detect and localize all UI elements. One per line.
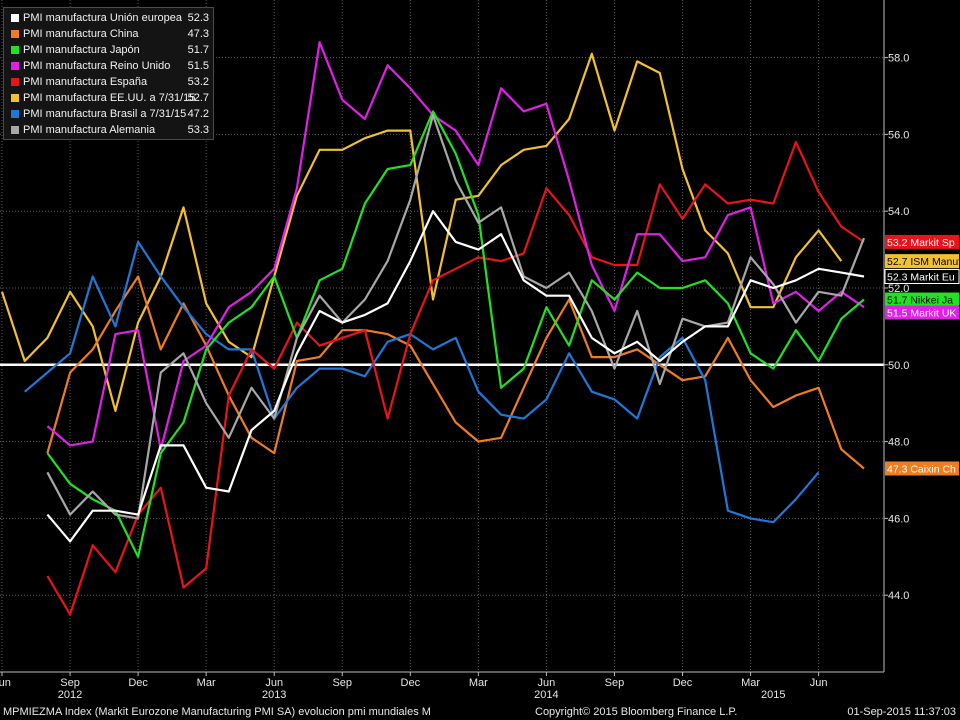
x-month-label: Dec [401, 677, 421, 689]
end-tag-box-5 [885, 461, 959, 476]
chart-axes: 44.0 46.0 48.0 50.0 52.0 54.0 56.0 58.0 Jun Sep De… [0, 0, 909, 701]
legend-item: PMI manufactura Japón 51.7 [4, 42, 213, 58]
y-tick-label: 46.0 [888, 513, 909, 525]
legend-series-name: PMI manufactura Reino Unido [23, 60, 171, 72]
series-line-2 [23, 240, 820, 524]
y-tick-label: 52.0 [888, 283, 909, 295]
legend-series-name: PMI manufactura Unión europea [23, 12, 182, 24]
y-tick-label: 56.0 [888, 129, 909, 141]
x-month-label: Dec [673, 677, 693, 689]
y-tick-label: 48.0 [888, 437, 909, 449]
legend-item: PMI manufactura Alemania 53.3 [4, 122, 213, 138]
legend-series-last-value: 47.2 [187, 108, 209, 120]
legend-item: PMI manufactura EE.UU. a 7/31/15 52.7 [4, 90, 213, 106]
x-month-label: Jun [265, 677, 283, 689]
x-month-label: Jun [538, 677, 556, 689]
end-tag-label-3: 51.7 Nikkei Ja [887, 295, 953, 307]
end-tag-box-3 [885, 292, 959, 307]
legend-series-last-value: 47.3 [187, 28, 209, 40]
x-month-label: Sep [332, 677, 352, 689]
x-month-label: Dec [128, 677, 148, 689]
legend-swatch [11, 62, 19, 70]
series-line-7 [46, 210, 865, 543]
x-month-label: Sep [605, 677, 625, 689]
legend-swatch [11, 30, 19, 38]
legend-series-last-value: 53.3 [187, 124, 209, 136]
legend-series-name: PMI manufactura Japón [23, 44, 140, 56]
legend-swatch [11, 94, 19, 102]
y-tick-label: 44.0 [888, 590, 909, 602]
legend-swatch [11, 46, 19, 54]
series-end-tags: 53.2 Markit Sp 52.7 ISM Manuf 52.3 Markit … [884, 234, 960, 476]
legend-series-name: PMI manufactura España [23, 76, 148, 88]
series-line-5 [46, 110, 865, 558]
plot-area [0, 41, 884, 616]
legend-series-name: PMI manufactura EE.UU. a 7/31/15 [23, 92, 196, 104]
legend-swatch [11, 126, 19, 134]
legend-series-last-value: 51.5 [187, 60, 209, 72]
series-line-3 [46, 141, 865, 616]
legend-swatch [11, 78, 19, 86]
end-tag-label-4: 51.5 Markit UK [887, 308, 956, 320]
end-tag-box-0 [885, 234, 959, 249]
legend-item: PMI manufactura China 47.3 [4, 26, 213, 42]
y-tick-label: 58.0 [888, 53, 909, 65]
legend-swatch [11, 110, 19, 118]
legend-series-last-value: 52.7 [187, 92, 209, 104]
series-line-6 [46, 114, 866, 520]
legend-series-name: PMI manufactura Brasil a 7/31/15 [23, 108, 187, 120]
x-month-label: Mar [469, 677, 488, 689]
end-tag-label-2: 52.3 Markit Eu [887, 271, 955, 283]
end-tag-box-4 [885, 305, 959, 320]
x-month-label: Mar [741, 677, 760, 689]
end-tag-label-1: 52.7 ISM Manuf [887, 256, 960, 268]
x-year-label: 2012 [58, 689, 82, 701]
x-month-label: Jun [810, 677, 828, 689]
end-tag-label-5: 47.3 Caixin Ch [887, 463, 956, 475]
x-month-label: Jun [0, 677, 11, 689]
legend-series-last-value: 51.7 [187, 44, 209, 56]
x-year-label: 2013 [262, 689, 286, 701]
legend-series-last-value: 52.3 [187, 12, 209, 24]
x-month-label: Mar [197, 677, 216, 689]
x-month-label: Sep [60, 677, 80, 689]
legend-series-name: PMI manufactura China [23, 28, 139, 40]
footer-copyright: Copyright© 2015 Bloomberg Finance L.P. [535, 706, 738, 718]
y-tick-label: 50.0 [888, 360, 909, 372]
legend-swatch [11, 14, 19, 22]
legend-item: PMI manufactura Brasil a 7/31/15 47.2 [4, 106, 213, 122]
legend-item: PMI manufactura España 53.2 [4, 74, 213, 90]
legend-item: PMI manufactura Unión europea 52.3 [4, 10, 213, 26]
footer-ticker: MPMIEZMA Index (Markit Eurozone Manufact… [3, 706, 431, 718]
series-line-1 [46, 275, 865, 470]
legend-item: PMI manufactura Reino Unido 51.5 [4, 58, 213, 74]
x-year-label: 2015 [761, 689, 785, 701]
series-line-4 [46, 41, 865, 451]
series-line-0 [0, 52, 843, 412]
y-tick-label: 54.0 [888, 206, 909, 218]
chart-legend: PMI manufactura Unión europea 52.3 PMI man… [3, 7, 214, 140]
x-year-label: 2014 [534, 689, 558, 701]
end-tag-box-1 [885, 254, 959, 269]
end-tag-box-2 [884, 268, 960, 284]
legend-series-last-value: 53.2 [187, 76, 209, 88]
footer-timestamp: 01-Sep-2015 11:37:03 [847, 706, 956, 718]
end-tag-label-0: 53.2 Markit Sp [887, 237, 955, 249]
legend-series-name: PMI manufactura Alemania [23, 124, 156, 136]
